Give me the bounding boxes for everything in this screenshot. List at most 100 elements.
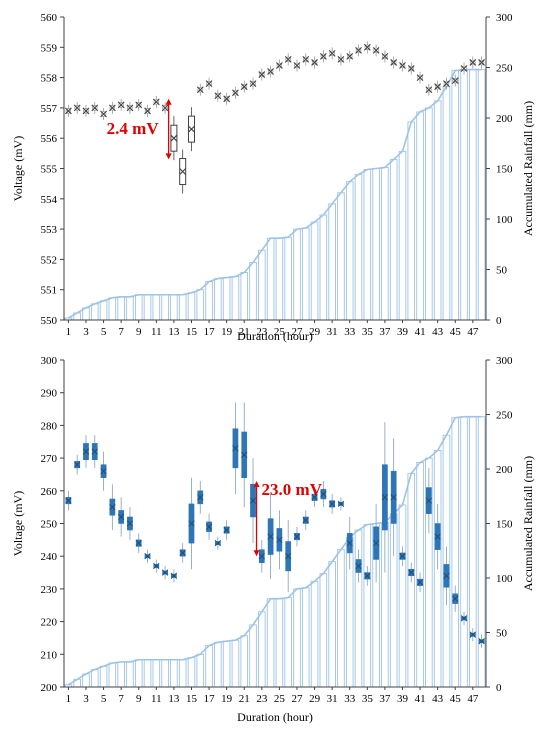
rainfall-bar	[389, 158, 398, 321]
x-tick-label: 19	[221, 693, 233, 705]
voltage-mean-marker	[170, 134, 178, 142]
rainfall-bar	[460, 69, 468, 321]
x-tick-label: 37	[379, 693, 391, 705]
left-tick-label: 552	[41, 254, 58, 266]
rainfall-bar	[178, 294, 187, 321]
voltage-mean-marker	[152, 98, 160, 106]
x-tick-label: 39	[397, 326, 409, 338]
right-tick-label: 0	[496, 682, 502, 694]
x-tick-label: 5	[101, 326, 107, 338]
rainfall-bar	[319, 214, 328, 321]
rainfall-bar	[301, 587, 310, 688]
voltage-mean-marker	[161, 104, 169, 112]
rainfall-bar	[328, 203, 336, 321]
y-axis-title-right: Accumulated Rainfall (mm)	[521, 101, 535, 236]
voltage-mean-marker	[372, 46, 380, 54]
x-axis-title: Duration (hour)	[237, 710, 313, 724]
rainfall-bar	[117, 296, 125, 321]
rainfall-bar	[161, 659, 169, 688]
rainfall-bar	[231, 639, 240, 688]
voltage-mean-marker	[232, 89, 239, 97]
annotation-label: 2.4 mV	[107, 119, 160, 138]
voltage-mean-marker	[293, 62, 301, 69]
voltage-mean-marker	[126, 104, 134, 112]
right-tick-label: 0	[496, 315, 502, 327]
rainfall-bar	[266, 598, 275, 688]
x-tick-label: 7	[118, 326, 124, 338]
rainfall-bar	[451, 417, 460, 688]
annotation-arrowhead-up	[253, 480, 260, 487]
rainfall-bar	[231, 276, 240, 321]
voltage-mean-marker	[205, 523, 213, 530]
y-axis-title: Voltage (mV)	[11, 491, 25, 556]
rainfall-bar	[398, 504, 407, 688]
x-tick-label: 31	[327, 693, 338, 705]
voltage-mean-marker	[399, 62, 406, 69]
chart-bottom: 200 210 220 230 240 250 260 270 280 290 300 0 50 100 1…	[11, 355, 535, 724]
rainfall-bar	[416, 111, 424, 321]
left-tick-label: 280	[41, 420, 58, 432]
voltage-mean-marker	[425, 86, 433, 94]
voltage-mean-marker	[179, 168, 187, 175]
rainfall-bar	[134, 294, 143, 321]
rainfall-bar	[187, 657, 196, 688]
x-tick-label: 27	[291, 693, 303, 705]
voltage-mean-marker	[390, 494, 397, 501]
voltage-mean-marker	[73, 104, 81, 112]
x-axis-title: Duration (hour)	[237, 329, 313, 343]
voltage-mean-marker	[91, 448, 98, 455]
voltage-mean-marker	[346, 53, 354, 60]
right-tick-label: 150	[496, 519, 513, 531]
left-tick-label: 554	[41, 194, 58, 206]
x-tick-label: 9	[136, 693, 142, 705]
x-tick-label: 3	[83, 693, 89, 705]
rainfall-bar	[90, 303, 99, 321]
rainfall-bar	[319, 573, 328, 688]
rainfall-bar	[117, 661, 125, 688]
left-tick-label: 551	[41, 285, 58, 297]
x-tick-label: 13	[168, 693, 180, 705]
voltage-mean-marker	[188, 520, 195, 527]
left-tick-label: 230	[41, 584, 58, 596]
x-tick-label: 21	[239, 693, 250, 705]
voltage-mean-marker	[443, 80, 450, 88]
rainfall-bar	[143, 294, 152, 321]
voltage-mean-marker	[267, 533, 274, 540]
annotation-arrowhead-down	[165, 153, 172, 160]
rainfall-bar	[126, 661, 134, 688]
x-tick-label: 13	[168, 326, 180, 338]
rainfall-bar	[249, 261, 257, 321]
voltage-mean-marker	[416, 579, 424, 586]
voltage-mean-marker	[240, 83, 248, 91]
voltage-mean-marker	[416, 74, 424, 81]
rainfall-bar	[222, 277, 231, 321]
right-tick-label: 100	[496, 214, 513, 226]
rainfall-bar	[477, 69, 486, 321]
rainfall-bar	[310, 221, 319, 321]
voltage-mean-marker	[179, 549, 186, 557]
rainfall-bar	[99, 665, 108, 688]
x-tick-label: 1	[66, 693, 72, 705]
chart-top: 550 551 552 553 554 555 556 557 558 559 560 0 50 100 1…	[11, 12, 535, 343]
left-tick-label: 558	[41, 73, 58, 85]
rainfall-bar	[293, 228, 301, 321]
rainfall-bar	[99, 300, 108, 321]
voltage-mean-marker	[293, 533, 301, 540]
x-tick-label: 19	[221, 326, 233, 338]
right-tick-label: 300	[496, 12, 513, 24]
voltage-mean-marker	[82, 107, 90, 115]
rainfall-bar	[187, 292, 196, 321]
left-tick-label: 220	[41, 617, 58, 629]
rainfall-bar	[345, 181, 354, 321]
rainfall-bar	[152, 659, 161, 688]
rainfall-bar	[126, 296, 134, 321]
left-tick-label: 200	[41, 682, 58, 694]
left-tick-label: 290	[41, 388, 58, 400]
voltage-mean-marker	[135, 539, 142, 547]
voltage-mean-marker	[214, 539, 222, 547]
voltage-mean-marker	[205, 80, 213, 88]
voltage-mean-marker	[65, 497, 72, 504]
voltage-mean-marker	[100, 468, 107, 475]
x-tick-label: 43	[432, 326, 444, 338]
